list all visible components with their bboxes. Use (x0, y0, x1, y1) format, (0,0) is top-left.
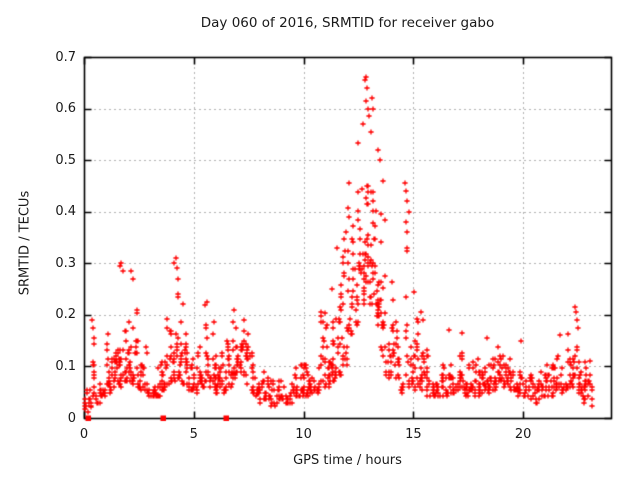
y-tick-label: 0.2 (55, 307, 76, 323)
x-axis-title: GPS time / hours (293, 453, 402, 468)
x-tick-label: 0 (79, 427, 89, 442)
y-tick-label: 0.5 (55, 152, 76, 168)
x-tick-label: 20 (514, 427, 532, 442)
x-tick-label: 10 (295, 427, 312, 442)
y-tick-label: 0.6 (55, 101, 76, 117)
x-tick-label: 5 (189, 427, 198, 442)
x-tick-label: 15 (405, 427, 422, 442)
y-tick-label: 0 (67, 410, 76, 426)
y-tick-label: 0.3 (55, 255, 76, 271)
chart-title: Day 060 of 2016, SRMTID for receiver gab… (200, 15, 495, 31)
y-tick-label: 0.4 (55, 204, 76, 220)
y-tick-label: 0.1 (55, 358, 76, 374)
y-tick-label: 0.7 (55, 49, 76, 65)
